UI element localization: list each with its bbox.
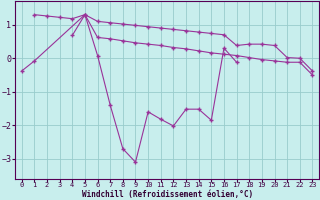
X-axis label: Windchill (Refroidissement éolien,°C): Windchill (Refroidissement éolien,°C)	[82, 190, 253, 199]
